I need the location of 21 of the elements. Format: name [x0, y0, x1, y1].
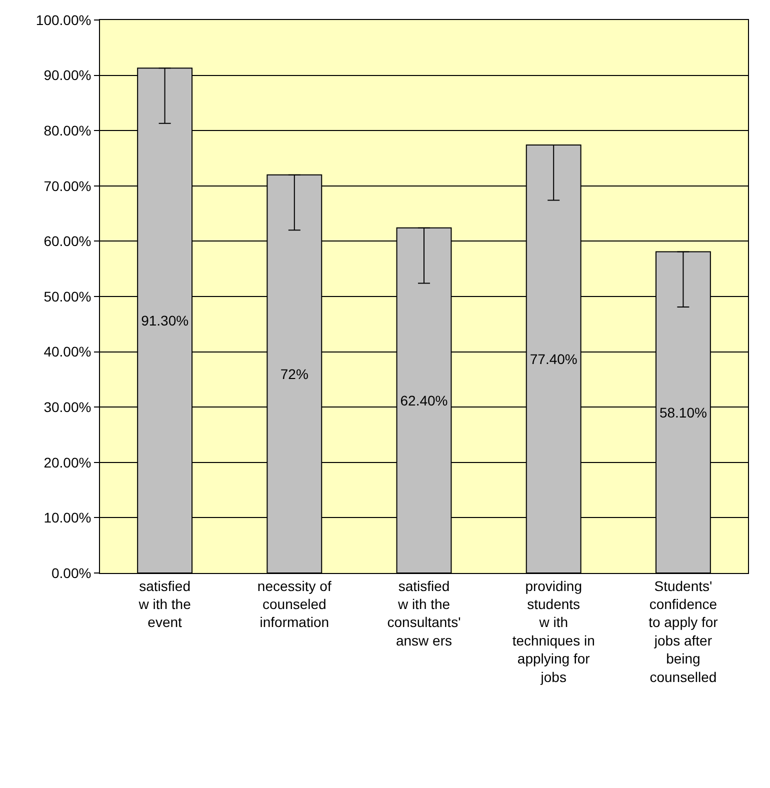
x-tick-label: providing students w ith techniques in applying for jobs: [512, 578, 595, 685]
y-tick-label: 20.00%: [44, 454, 92, 470]
y-tick-label: 30.00%: [44, 399, 92, 415]
data-label: 58.10%: [659, 404, 707, 420]
y-tick-label: 90.00%: [44, 67, 92, 84]
data-label: 72%: [280, 366, 308, 382]
x-tick-label: Students' confidence to apply for jobs after being counselled: [648, 578, 718, 685]
x-tick-label: satisfied w ith the event: [138, 578, 192, 630]
data-label: 77.40%: [530, 350, 578, 367]
y-tick-label: 80.00%: [44, 122, 92, 138]
y-tick-label: 0.00%: [51, 564, 92, 581]
x-tick-label: satisfied w ith the consultants' answ ers: [387, 578, 461, 648]
y-tick-label: 10.00%: [44, 510, 92, 526]
y-tick-label: 100.00%: [36, 12, 92, 28]
y-tick-label: 60.00%: [44, 233, 92, 250]
y-tick-label: 50.00%: [44, 288, 92, 304]
x-tick-label: necessity of counseled information: [257, 578, 332, 630]
data-label: 91.30%: [141, 312, 189, 329]
y-tick-label: 70.00%: [44, 178, 92, 194]
y-tick-label: 40.00%: [44, 344, 92, 360]
data-label: 62.40%: [400, 392, 448, 408]
